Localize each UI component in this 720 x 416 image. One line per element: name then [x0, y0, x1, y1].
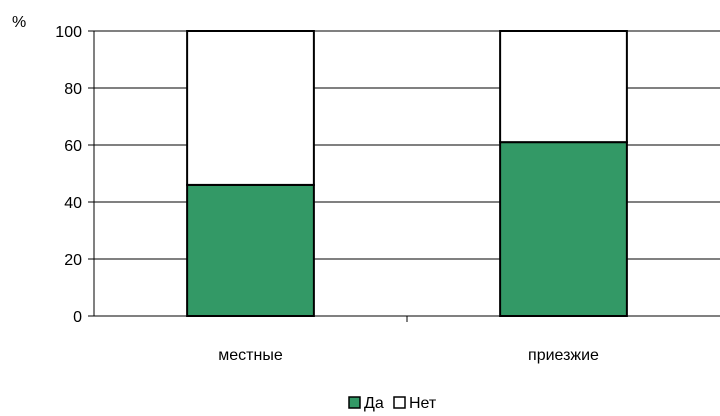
bar-2-series-1 [499, 141, 628, 317]
legend: Да Нет [348, 395, 437, 412]
y-tick-label-0: 0 [73, 309, 82, 326]
category-labels: местные приезжие [218, 347, 599, 364]
bar-2-series-2 [499, 30, 628, 144]
axes [88, 30, 720, 322]
legend-swatch-1 [348, 396, 361, 409]
y-tick-label-60: 60 [64, 138, 82, 155]
category-label-1: местные [218, 347, 283, 364]
y-tick-label-80: 80 [64, 81, 82, 98]
y-tick-labels: 0 20 40 60 80 100 [55, 24, 82, 326]
y-tick-label-100: 100 [55, 24, 82, 41]
bar-1-series-1 [186, 183, 315, 317]
bars [186, 30, 628, 317]
y-tick-label-40: 40 [64, 195, 82, 212]
legend-label-1: Да [364, 395, 384, 412]
category-label-2: приезжие [528, 347, 599, 364]
y-unit-label: % [12, 14, 26, 31]
bar-1-series-2 [186, 30, 315, 186]
legend-swatch-2 [393, 396, 406, 409]
legend-label-2: Нет [409, 395, 437, 412]
y-tick-label-20: 20 [64, 252, 82, 269]
